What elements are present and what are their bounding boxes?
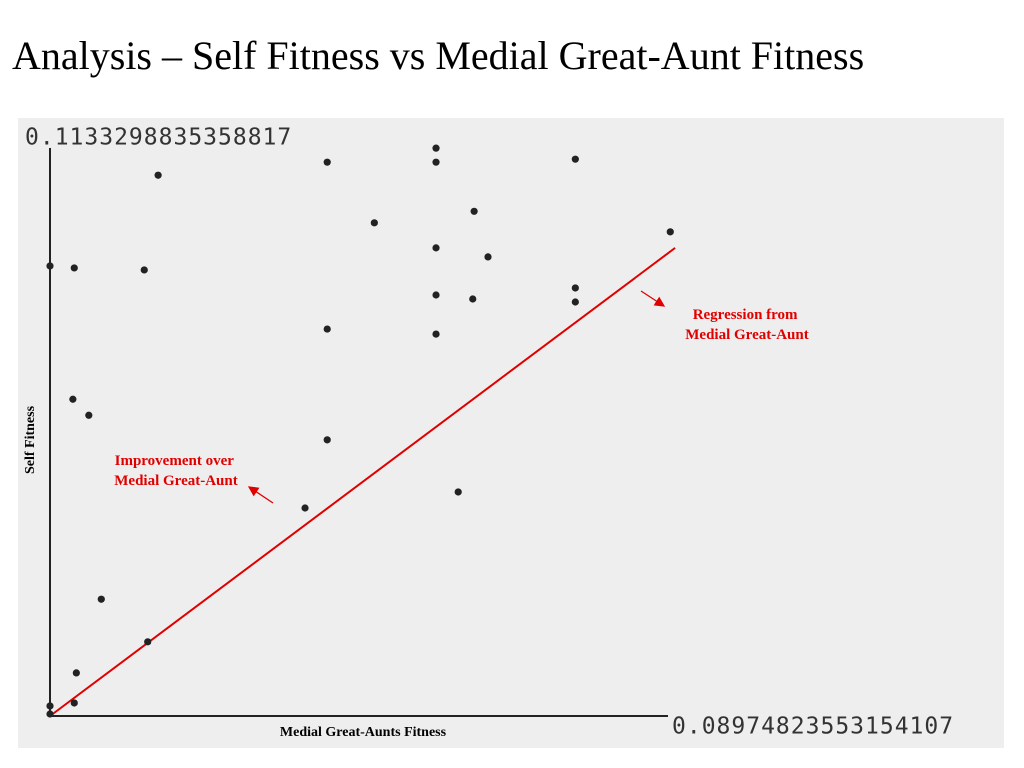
point xyxy=(469,295,477,303)
annotation-line: Medial Great-Aunt xyxy=(685,327,808,343)
annotation-arrow xyxy=(640,290,666,307)
point xyxy=(432,330,440,338)
point xyxy=(85,411,93,419)
point xyxy=(69,395,77,403)
annotation-line: Regression from xyxy=(693,307,798,323)
x-axis-label: Medial Great-Aunts Fitness xyxy=(280,725,447,740)
point xyxy=(571,284,579,292)
annotation: Improvement over Medial Great-Aunt xyxy=(114,453,237,489)
point xyxy=(140,266,148,274)
point xyxy=(470,207,478,215)
point xyxy=(72,669,80,677)
plot-background xyxy=(18,118,1004,748)
point xyxy=(432,291,440,299)
point xyxy=(432,244,440,252)
point xyxy=(323,436,331,444)
x-tick-label: 0.08974823553154107 xyxy=(672,714,954,740)
y-axis-label: Self Fitness xyxy=(23,405,38,474)
point xyxy=(571,155,579,163)
annotation-arrow xyxy=(247,486,274,504)
point xyxy=(46,702,54,710)
point xyxy=(70,264,78,272)
point xyxy=(46,262,54,270)
point xyxy=(432,158,440,166)
point xyxy=(432,144,440,152)
regression-line xyxy=(49,247,676,717)
point xyxy=(154,171,162,179)
point xyxy=(301,504,309,512)
point xyxy=(97,595,105,603)
point xyxy=(46,710,54,718)
annotation-line: Improvement over xyxy=(115,453,235,469)
point xyxy=(144,638,152,646)
point xyxy=(70,699,78,707)
point xyxy=(454,488,462,496)
annotation-line: Medial Great-Aunt xyxy=(114,473,237,489)
point xyxy=(666,228,674,236)
y-tick-label: 0.1133298835358817 xyxy=(25,125,292,151)
point xyxy=(323,158,331,166)
point xyxy=(323,325,331,333)
point xyxy=(484,253,492,261)
point xyxy=(370,219,378,227)
point xyxy=(571,298,579,306)
slide-title: Analysis – Self Fitness vs Medial Great-… xyxy=(12,33,864,78)
annotation: Regression from Medial Great-Aunt xyxy=(685,307,808,343)
